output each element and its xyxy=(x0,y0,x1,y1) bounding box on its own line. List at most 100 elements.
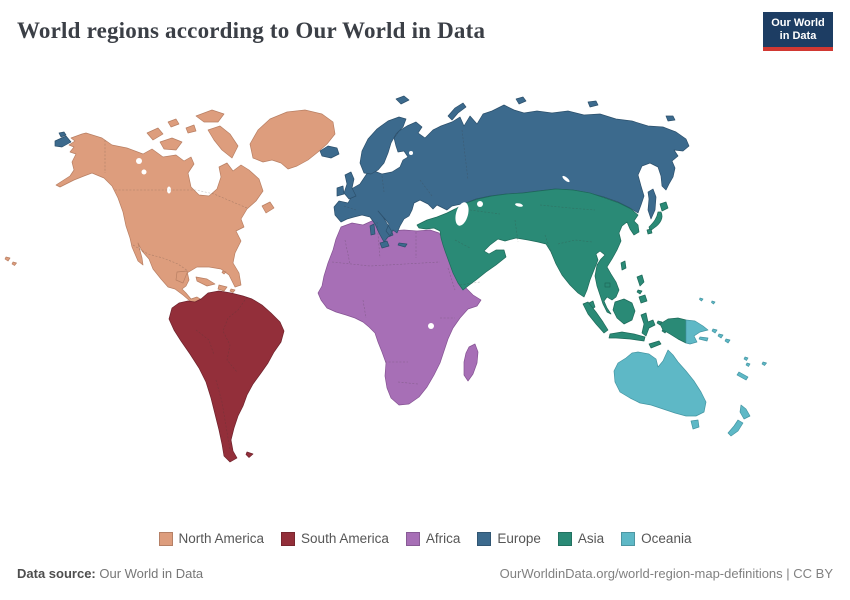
region-oceania[interactable] xyxy=(613,297,767,437)
madagascar[interactable] xyxy=(463,343,479,382)
great-bear-lake xyxy=(136,158,142,164)
legend-item-africa[interactable]: Africa xyxy=(405,531,460,546)
papua-new-guinea[interactable] xyxy=(685,319,709,345)
java[interactable] xyxy=(608,331,646,342)
legend-label: South America xyxy=(301,531,389,546)
new-zealand-north[interactable] xyxy=(739,404,751,420)
arctic-island[interactable] xyxy=(159,137,183,151)
solomon-islands[interactable] xyxy=(724,338,731,344)
region-europe[interactable] xyxy=(54,95,690,249)
sumatra[interactable] xyxy=(582,301,609,334)
puerto-rico[interactable] xyxy=(229,288,236,293)
philippines-visayas[interactable] xyxy=(636,289,643,295)
borneo[interactable] xyxy=(612,298,636,325)
crete[interactable] xyxy=(397,242,408,248)
region-south-america[interactable] xyxy=(168,290,285,463)
micronesia[interactable] xyxy=(711,300,716,305)
vanuatu[interactable] xyxy=(745,362,751,367)
vanuatu[interactable] xyxy=(743,356,749,361)
region-africa[interactable] xyxy=(317,219,482,406)
legend-item-asia[interactable]: Asia xyxy=(557,531,605,546)
ireland[interactable] xyxy=(336,185,345,197)
arctic-island[interactable] xyxy=(185,124,197,134)
new-guinea-west[interactable] xyxy=(659,317,687,344)
severnaya-zemlya[interactable] xyxy=(515,96,527,105)
sardinia[interactable] xyxy=(369,223,376,236)
legend-label: Oceania xyxy=(641,531,692,546)
europe-russia-mainland[interactable] xyxy=(333,104,690,243)
lake-ladoga xyxy=(409,151,413,155)
solomon-islands[interactable] xyxy=(711,328,718,334)
sulawesi[interactable] xyxy=(640,312,656,337)
region-north-america[interactable] xyxy=(4,109,336,305)
inland-seas xyxy=(136,151,570,329)
legend-item-europe[interactable]: Europe xyxy=(477,531,541,546)
scandinavia[interactable] xyxy=(359,116,407,175)
africa-mainland[interactable] xyxy=(317,219,482,406)
legend-swatch-africa xyxy=(405,531,420,546)
asia-mainland[interactable] xyxy=(416,188,640,315)
legend-item-south-america[interactable]: South America xyxy=(281,531,389,546)
wrangel-island[interactable] xyxy=(665,115,676,122)
legend-swatch-europe xyxy=(477,531,492,546)
new-caledonia[interactable] xyxy=(736,371,749,381)
legend-item-north-america[interactable]: North America xyxy=(158,531,264,546)
iceland[interactable] xyxy=(319,145,340,159)
legend-label: Asia xyxy=(577,531,605,546)
page-title: World regions according to Our World in … xyxy=(17,18,486,43)
arctic-island[interactable] xyxy=(207,125,239,159)
solomon-islands[interactable] xyxy=(717,333,724,339)
legend-label: Europe xyxy=(497,531,541,546)
taiwan[interactable] xyxy=(620,260,627,271)
sakhalin[interactable] xyxy=(647,188,657,220)
japan-honshu[interactable] xyxy=(648,211,663,232)
tasmania[interactable] xyxy=(690,419,700,430)
legend-swatch-oceania xyxy=(621,531,636,546)
new-siberian-islands[interactable] xyxy=(587,100,599,108)
micronesia[interactable] xyxy=(699,297,704,302)
newfoundland[interactable] xyxy=(261,201,275,214)
hainan[interactable] xyxy=(604,282,611,288)
japan-kyushu[interactable] xyxy=(646,228,653,235)
great-britain[interactable] xyxy=(343,171,357,200)
owid-logo[interactable]: Our World in Data xyxy=(763,12,833,51)
australia[interactable] xyxy=(613,349,707,417)
fiji[interactable] xyxy=(761,361,767,366)
north-america-mainland[interactable] xyxy=(55,132,264,305)
country-borders xyxy=(104,129,596,451)
aral-sea xyxy=(477,201,483,207)
arctic-island[interactable] xyxy=(167,118,180,128)
attribution-link[interactable]: OurWorldinData.org/world-region-map-defi… xyxy=(499,566,833,581)
cuba[interactable] xyxy=(195,276,216,287)
japan-hokkaido[interactable] xyxy=(659,201,669,212)
svalbard[interactable] xyxy=(395,95,410,105)
lake-winnipeg xyxy=(167,186,171,194)
chukotka-wrap[interactable] xyxy=(54,135,72,148)
moluccas[interactable] xyxy=(656,320,663,326)
hawaii[interactable] xyxy=(4,256,11,262)
legend-item-oceania[interactable]: Oceania xyxy=(621,531,691,546)
greenland[interactable] xyxy=(249,109,336,170)
new-zealand-south[interactable] xyxy=(727,419,744,437)
owid-logo-line2: in Data xyxy=(779,29,817,42)
hispaniola[interactable] xyxy=(217,284,228,292)
arctic-island[interactable] xyxy=(146,127,164,141)
new-britain[interactable] xyxy=(698,336,709,342)
chukotka-speck[interactable] xyxy=(58,131,67,138)
arctic-island[interactable] xyxy=(195,109,225,123)
philippines-luzon[interactable] xyxy=(636,274,645,287)
chart-footer: Data source: Our World in Data OurWorldi… xyxy=(17,566,833,581)
owid-logo-line1: Our World xyxy=(771,17,825,29)
lake-victoria xyxy=(428,323,434,329)
south-america-mainland[interactable] xyxy=(168,290,285,463)
bahamas[interactable] xyxy=(221,270,227,275)
timor[interactable] xyxy=(648,340,662,349)
sicily[interactable] xyxy=(379,240,390,249)
falkland-islands[interactable] xyxy=(245,451,254,458)
lake-balkhash xyxy=(515,203,523,207)
region-asia[interactable] xyxy=(416,188,687,349)
philippines-mindanao[interactable] xyxy=(638,294,648,304)
novaya-zemlya[interactable] xyxy=(447,102,467,121)
hawaii[interactable] xyxy=(11,261,17,266)
data-source: Data source: Our World in Data xyxy=(17,566,203,581)
